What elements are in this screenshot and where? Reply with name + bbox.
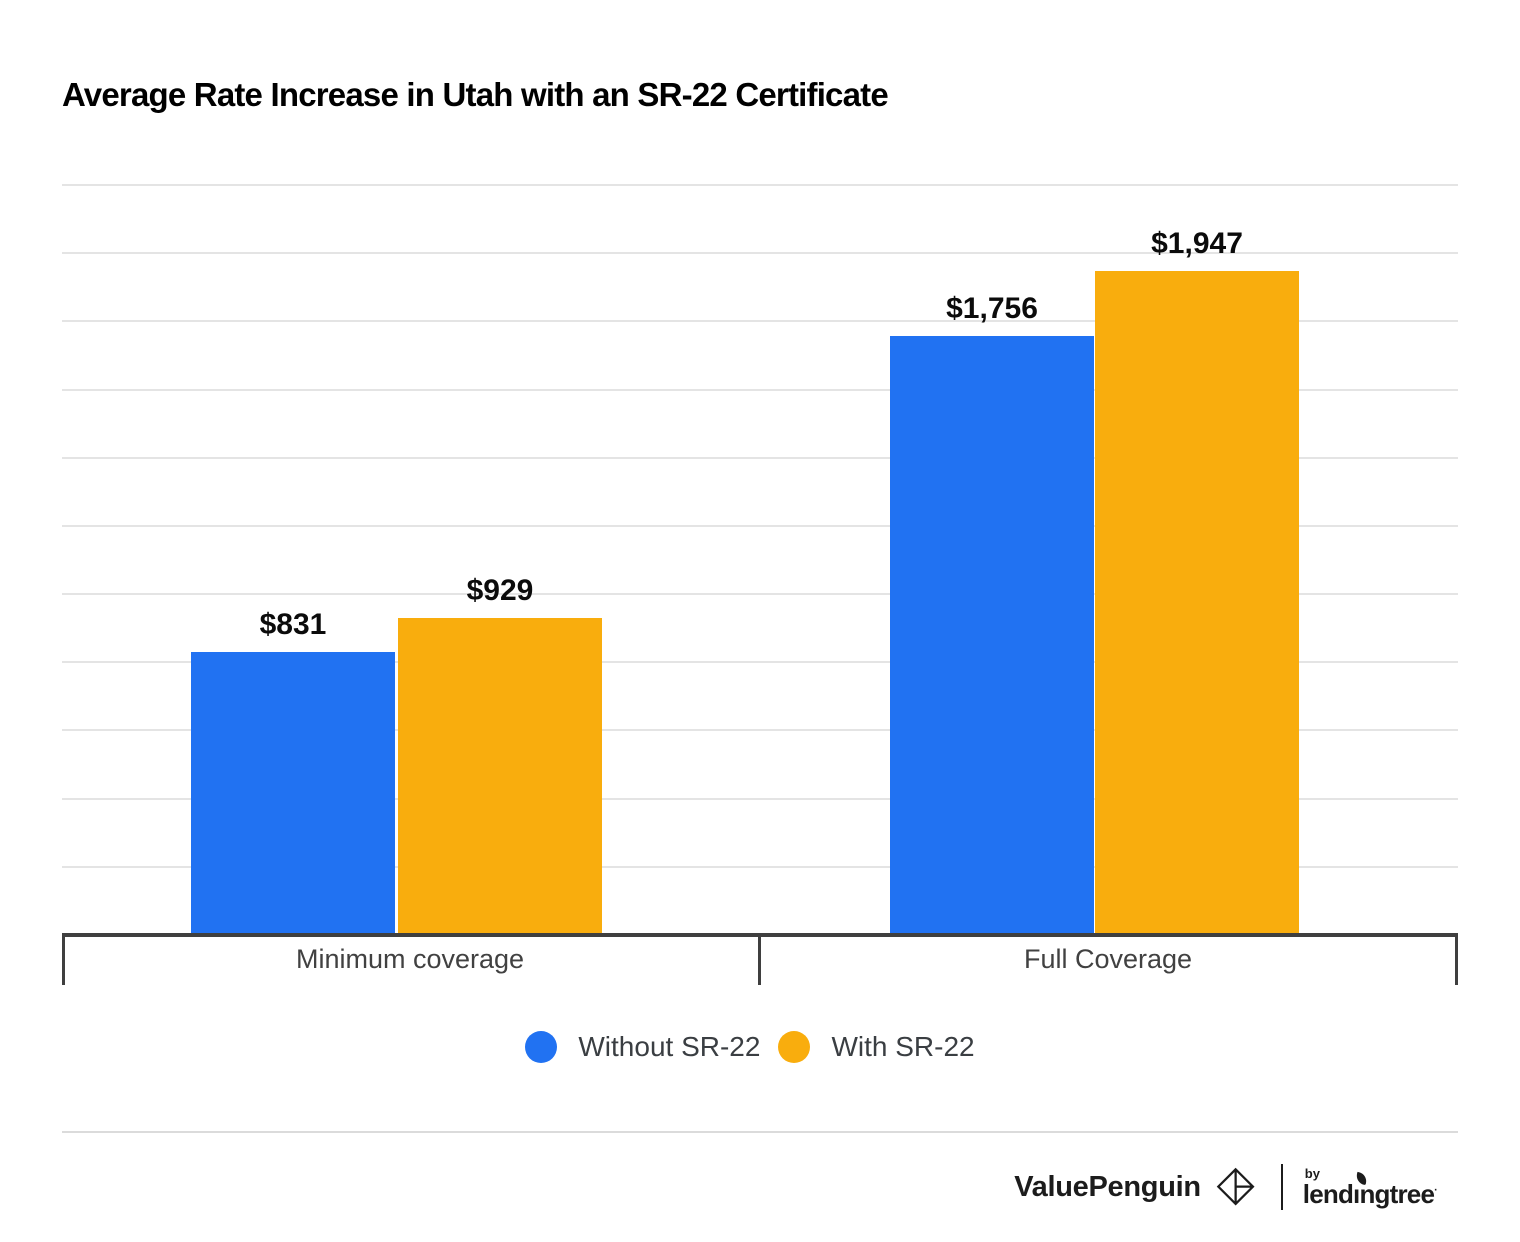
- gridline: [62, 524, 1458, 527]
- x-axis-tick-left: [62, 937, 65, 985]
- legend-label: Without SR-22: [578, 1031, 761, 1062]
- bar-without-sr-22-full-coverage: [890, 336, 1094, 933]
- x-axis-tick-middle: [758, 937, 761, 985]
- page-title: Average Rate Increase in Utah with an SR…: [62, 76, 889, 113]
- legend-swatch-orange-circle-icon: [778, 1031, 811, 1063]
- bar-value-label: $929: [466, 574, 534, 608]
- bar-with-sr-22-full-coverage: [1095, 271, 1299, 933]
- lendingtree-wordmark: lendıngtree·: [1302, 1171, 1438, 1209]
- valuepenguin-wordmark: ValuePenguin: [1014, 1170, 1201, 1203]
- x-axis-label-minimum-coverage: Minimum coverage: [295, 944, 525, 974]
- by-label: by: [1304, 1166, 1320, 1181]
- valuepenguin-diamond-icon: [1216, 1167, 1255, 1206]
- gridline: [62, 184, 1458, 186]
- legend-swatch-blue-circle-icon: [525, 1031, 558, 1063]
- logo-divider: [1280, 1164, 1283, 1210]
- x-axis-label-full-coverage: Full Coverage: [1023, 944, 1193, 974]
- x-axis-tick-right: [1455, 937, 1458, 985]
- lendingtree-lockup: by lendıngtree·: [1302, 1166, 1438, 1209]
- legend: Without SR-22 With SR-22: [0, 1031, 1500, 1063]
- gridline: [62, 593, 1458, 596]
- legend-item-without-sr22: Without SR-22: [525, 1031, 760, 1063]
- gridline: [62, 865, 1458, 868]
- bar-with-sr-22-minimum-coverage: [398, 618, 602, 933]
- bar-value-label: $1,756: [946, 292, 1038, 326]
- legend-label: With SR-22: [831, 1031, 975, 1062]
- gridline: [62, 252, 1458, 255]
- gridline: [62, 388, 1458, 391]
- lendingtree-text: lendıngtree: [1302, 1179, 1435, 1209]
- x-axis-line: [62, 933, 1458, 937]
- bar-without-sr-22-minimum-coverage: [191, 651, 395, 933]
- gridline: [62, 661, 1458, 664]
- bar-value-label: $1,947: [1151, 227, 1243, 261]
- bar-value-label: $831: [259, 607, 327, 641]
- trademark-dot: ·: [1434, 1184, 1438, 1197]
- footer-divider: [62, 1131, 1458, 1133]
- gridline: [62, 320, 1458, 323]
- gridline: [62, 797, 1458, 800]
- legend-item-with-sr22: With SR-22: [778, 1031, 975, 1063]
- brand-bar: ValuePenguin by lendıngtree·: [1014, 1163, 1438, 1211]
- gridline: [62, 456, 1458, 459]
- gridline: [62, 729, 1458, 732]
